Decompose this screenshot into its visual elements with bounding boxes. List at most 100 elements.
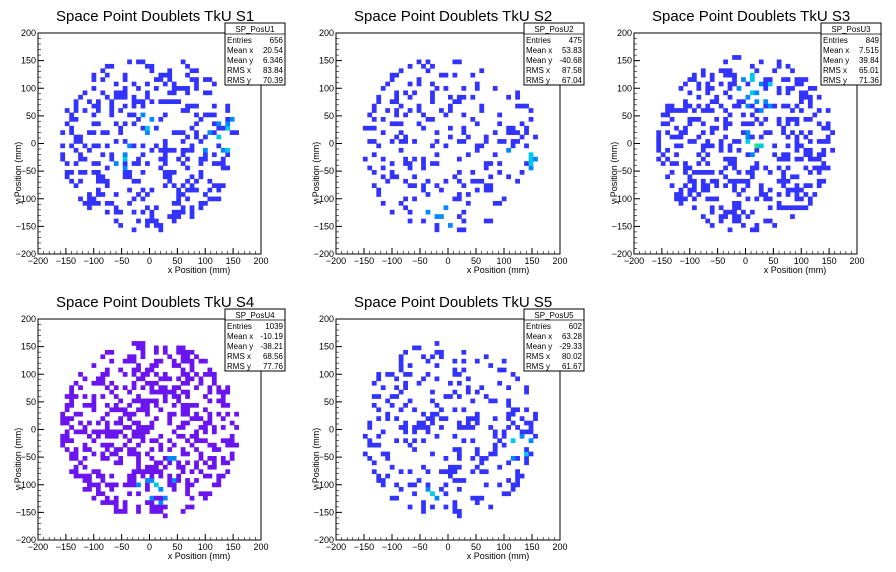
heatmap-cell [189,209,195,215]
heatmap-cell [754,99,760,105]
heatmap-cell [736,200,742,206]
heatmap-cell [700,121,706,127]
heatmap-cell [100,130,106,135]
heatmap-cell [714,94,720,100]
heatmap-cell [687,178,693,184]
stats-value: 80.02 [562,352,583,361]
heatmap-cell [683,108,688,113]
heatmap-cell [515,178,520,184]
heatmap-cell [439,187,444,193]
heatmap-cell [758,143,764,149]
heatmap-cell [158,72,164,78]
heatmap-cell [225,108,231,113]
heatmap-cell [171,218,177,224]
heatmap-cell [185,438,190,444]
heatmap-cell [189,143,195,149]
heatmap-cell [118,407,124,413]
heatmap-cell [398,363,404,368]
chart-title: Space Point Doublets TkU S2 [354,8,552,25]
heatmap-cell [127,411,132,417]
stats-value: 849 [866,36,880,45]
heatmap-cell [69,116,74,122]
heatmap-cell [167,447,173,452]
heatmap-cell [745,183,751,188]
heatmap-cell [140,385,146,391]
heatmap-cell [136,464,141,470]
heatmap-cell [216,411,222,417]
heatmap-cell [781,152,786,158]
heatmap-cell [104,495,110,501]
heatmap-cell [140,170,146,175]
heatmap-cell [403,425,408,430]
heatmap-cell [470,425,476,430]
heatmap-cell [149,147,155,153]
heatmap-cell [821,178,827,184]
heatmap-cell [749,134,755,140]
heatmap-cell [167,147,173,153]
stats-label: Mean x [526,46,552,55]
heatmap-cell [162,456,168,461]
x-tick-label: 0 [743,256,748,266]
heatmap-cell [385,398,391,404]
heatmap-cell [807,130,813,135]
heatmap-cell [73,473,79,479]
heatmap-cell [220,456,226,461]
stats-value: 6.346 [263,56,284,65]
heatmap-cell [95,178,101,184]
heatmap-cell [479,68,485,74]
heatmap-cell [185,187,190,193]
heatmap-cell [64,438,70,444]
heatmap-cell [709,130,715,135]
heatmap-cell [153,469,159,474]
heatmap-cell [162,170,168,175]
heatmap-cell [176,363,182,368]
heatmap-cell [127,416,132,421]
heatmap-cell [82,456,88,461]
heatmap-cell [211,460,217,466]
heatmap-cell [524,143,529,149]
heatmap-cell [448,469,453,474]
heatmap-cell [723,121,728,127]
y-tick-label: −200 [314,535,334,545]
heatmap-cell [131,398,137,404]
heatmap-cell [367,112,373,118]
heatmap-cell [389,495,395,501]
heatmap-cell [145,500,150,505]
heatmap-cell [470,495,476,501]
heatmap-cell [407,218,413,224]
heatmap-cell [696,161,702,166]
heatmap-cell [140,187,146,193]
heatmap-cell [416,77,422,82]
stats-value: 1039 [265,322,283,331]
heatmap-cell [439,354,444,360]
heatmap-cell [216,134,222,140]
heatmap-cell [524,130,529,135]
heatmap-cell [149,500,155,505]
heatmap-cell [452,469,458,474]
heatmap-cell [452,367,458,373]
heatmap-cell [691,178,697,184]
heatmap-cell [412,447,417,452]
heatmap-cell [216,121,222,127]
heatmap-cell [131,358,137,364]
heatmap-cell [180,147,186,153]
heatmap-cell [785,90,791,96]
heatmap-cell [785,178,791,184]
heatmap-cell [167,416,173,421]
heatmap-cell [799,143,804,149]
heatmap-cell [394,108,400,113]
heatmap-cell [501,367,507,373]
heatmap-cell [403,385,408,391]
heatmap-cell [416,81,422,87]
heatmap-cell [656,134,662,140]
heatmap-cell [421,112,426,118]
stats-value: -10.19 [260,332,283,341]
heatmap-cell [794,121,800,127]
x-tick-label: −150 [56,256,76,266]
heatmap-cell [803,192,809,197]
stats-label: Mean x [823,46,849,55]
heatmap-cell [678,130,684,135]
heatmap-cell [220,161,226,166]
stats-label: Entries [526,36,551,45]
heatmap-cell [87,200,92,206]
